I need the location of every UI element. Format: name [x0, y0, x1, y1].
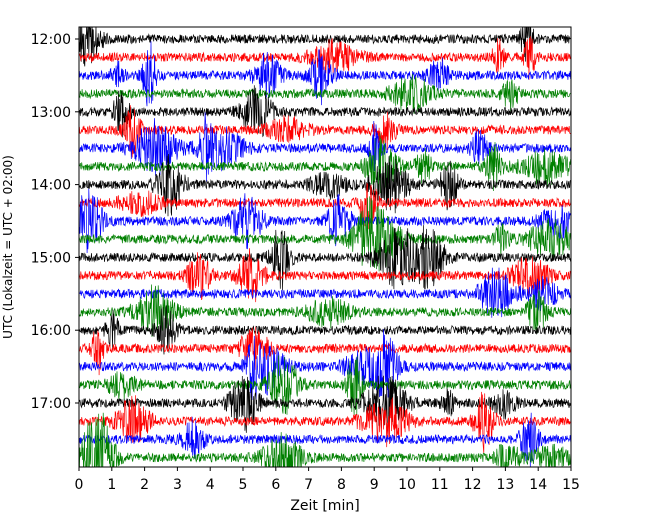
x-tick-label: 7: [304, 477, 313, 493]
seismic-trace: [79, 112, 571, 182]
plot-background: [79, 27, 571, 467]
x-tick-label: 6: [271, 477, 280, 493]
x-tick-label: 11: [431, 477, 449, 493]
seismic-trace: [79, 188, 571, 254]
seismic-trace: [79, 73, 571, 114]
seismic-trace: [79, 267, 571, 318]
x-tick-label: 13: [496, 477, 514, 493]
y-tick-label: 13:00: [31, 105, 71, 121]
x-tick-label: 5: [239, 477, 248, 493]
x-tick-label: 9: [370, 477, 379, 493]
y-tick-label: 16:00: [31, 323, 71, 339]
y-axis-label: UTC (Lokalzeit = UTC + 02:00): [1, 155, 15, 339]
seismic-trace: [79, 326, 571, 376]
traces-group: [79, 27, 571, 467]
x-tick-label: 15: [562, 477, 580, 493]
seismic-trace: [79, 153, 571, 217]
y-tick-label: 14:00: [31, 178, 71, 194]
x-tick-label: 0: [75, 477, 84, 493]
seismic-trace: [79, 225, 571, 291]
seismic-trace: [79, 85, 571, 138]
x-tick-label: 4: [206, 477, 215, 493]
x-tick-label: 8: [337, 477, 346, 493]
seismic-trace: [79, 36, 571, 80]
seismic-trace: [79, 284, 571, 337]
x-tick-label: 12: [464, 477, 482, 493]
seismic-trace: [79, 196, 571, 272]
seismic-trace: [79, 133, 571, 194]
y-tick-label: 15:00: [31, 250, 71, 266]
y-tick-label: 12:00: [31, 32, 71, 48]
seismic-trace: [79, 375, 571, 433]
x-tick-label: 10: [398, 477, 416, 493]
x-tick-label: 1: [107, 477, 116, 493]
x-axis: 0 1 2 3 4 5 6 7 8 9 10 11 12 13 14 15: [75, 467, 580, 493]
seismic-trace: [79, 41, 571, 107]
x-tick-label: 3: [173, 477, 182, 493]
plot-frame: [78, 26, 572, 468]
seismic-trace: [79, 27, 571, 67]
seismic-trace: [79, 182, 571, 230]
seismic-trace: [79, 329, 571, 401]
seismic-trace: [79, 412, 571, 467]
seismic-trace: [79, 355, 571, 415]
seismic-trace: [79, 305, 571, 355]
x-axis-label: Zeit [min]: [290, 498, 359, 514]
x-tick-label: 14: [529, 477, 547, 493]
seismic-trace: [79, 105, 571, 158]
seismic-trace: [79, 412, 571, 467]
x-tick-label: 2: [140, 477, 149, 493]
y-axis: 12:00 13:00 14:00 15:00 16:00 17:00: [31, 32, 79, 412]
seismic-trace: [79, 391, 571, 453]
y-tick-label: 17:00: [31, 396, 71, 412]
